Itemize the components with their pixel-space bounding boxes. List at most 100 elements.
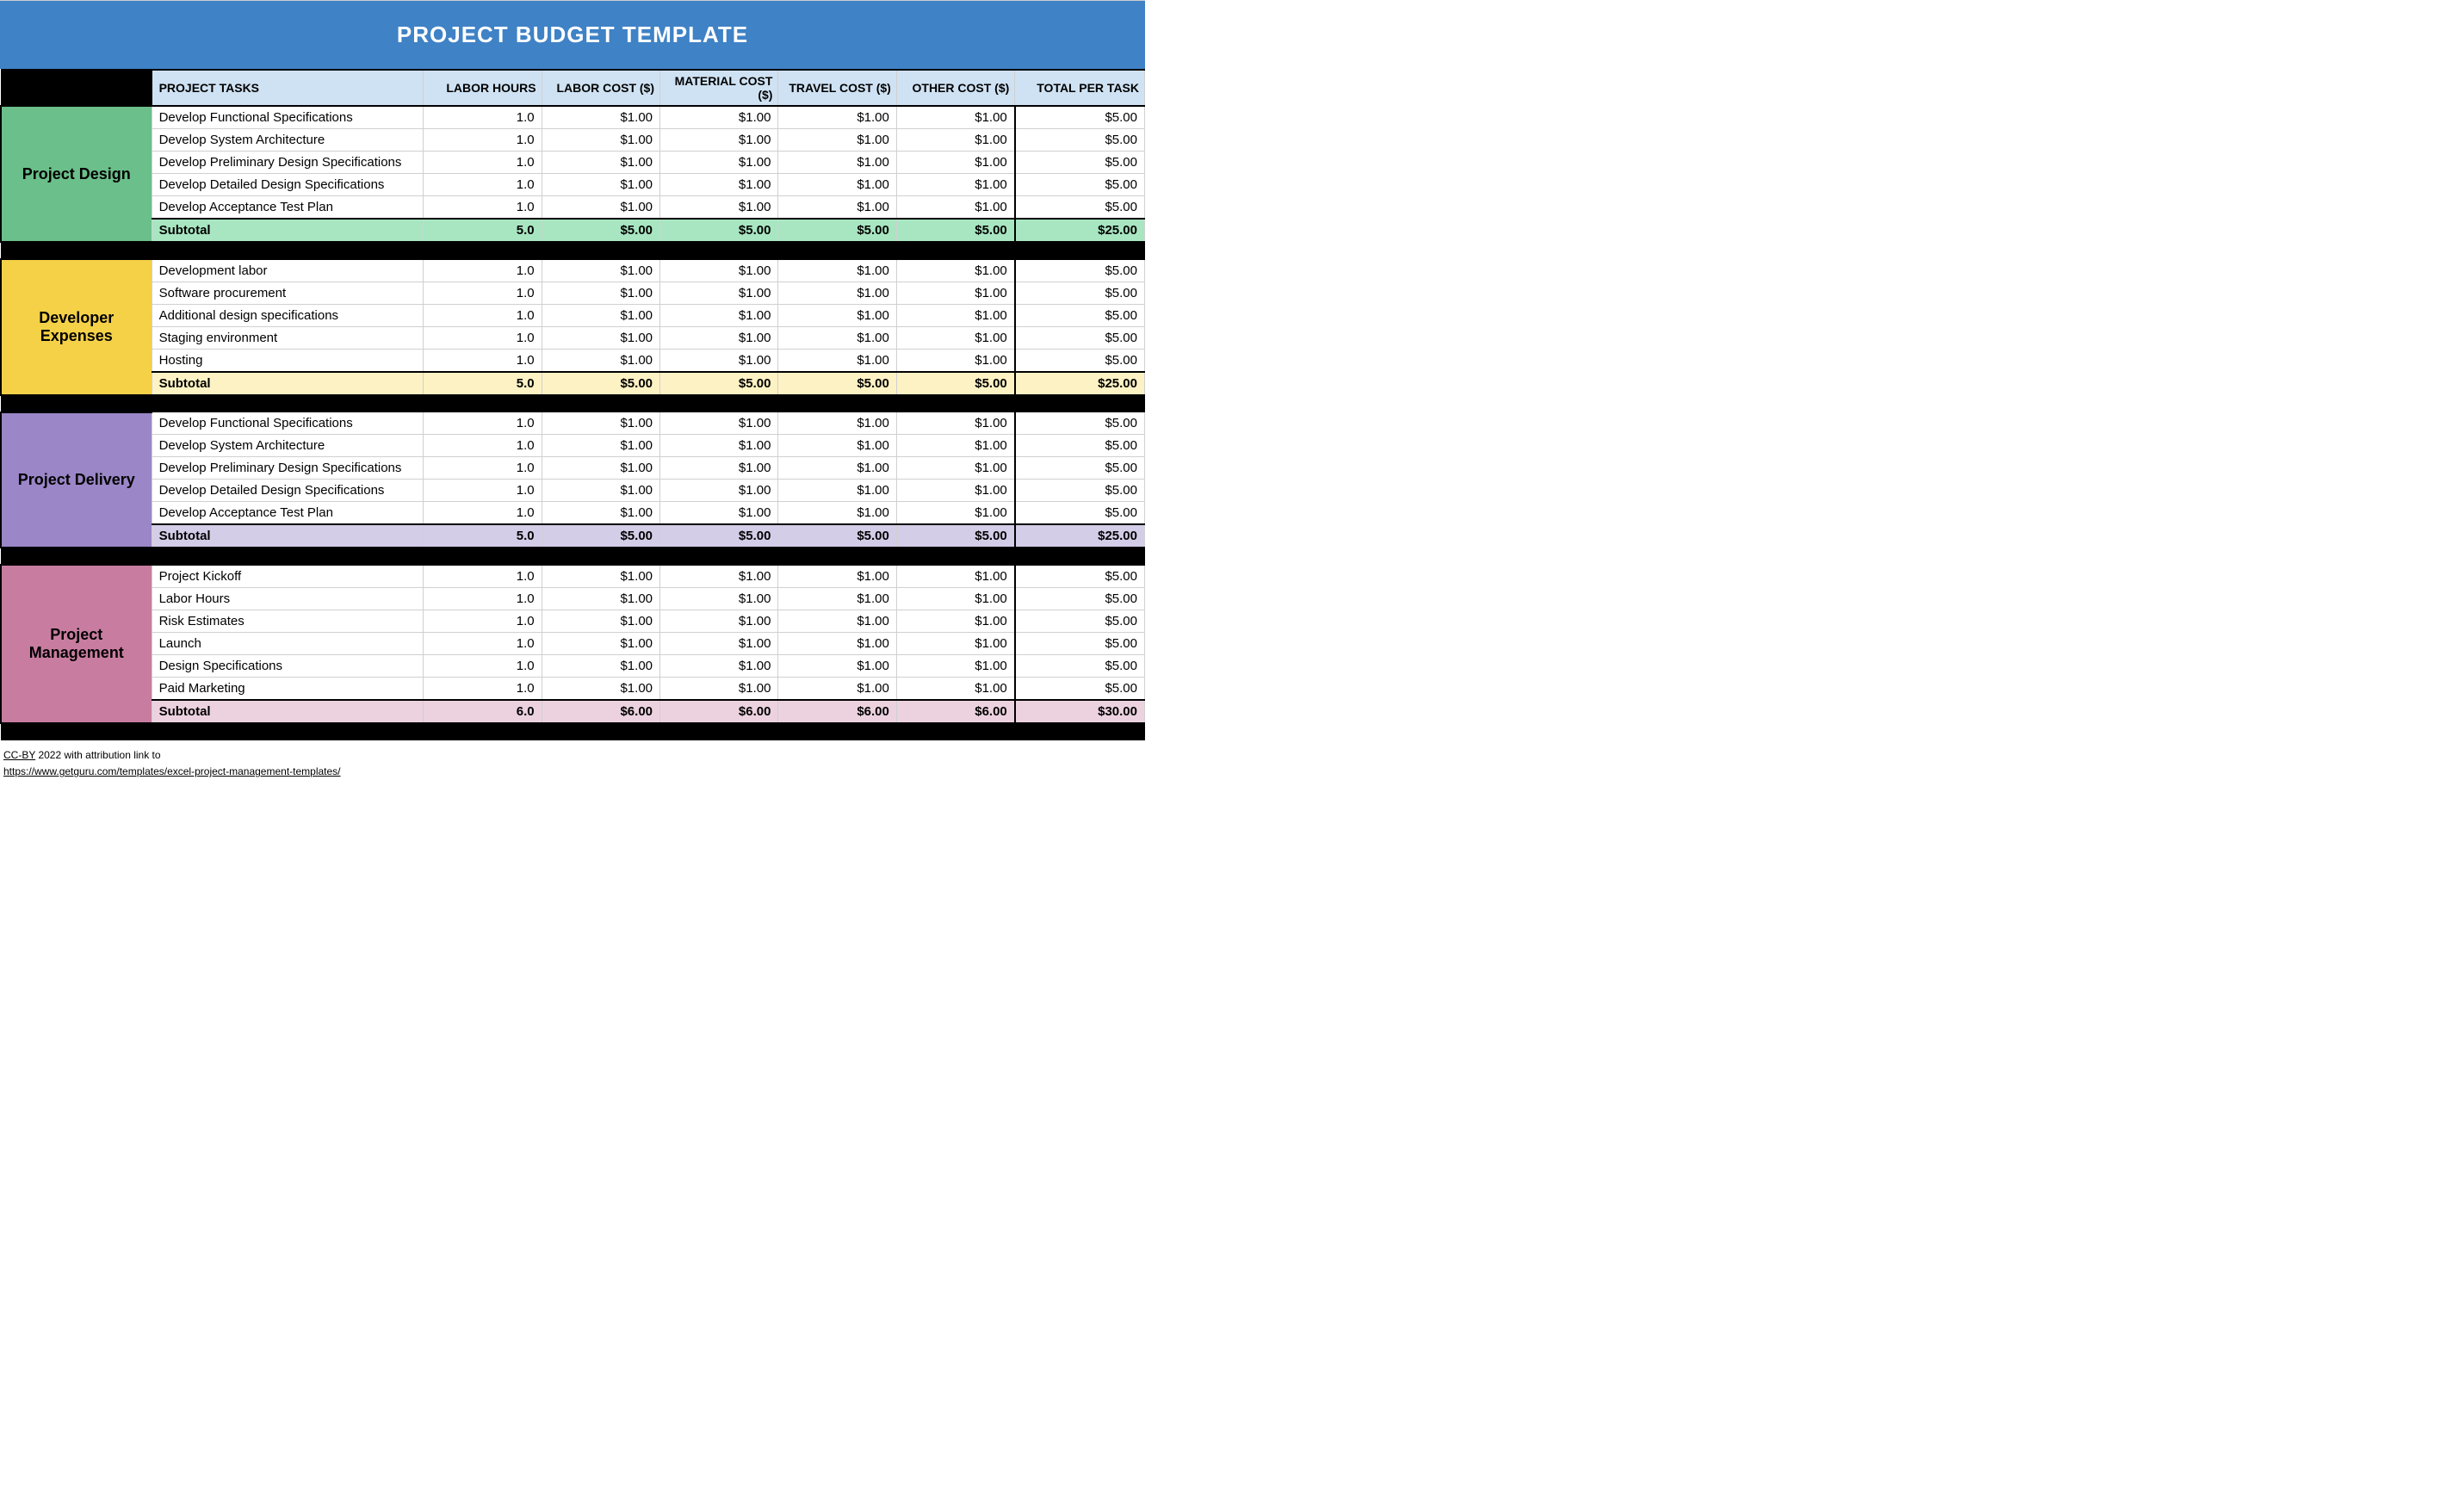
cell-labor[interactable]: $1.00 (542, 435, 659, 457)
task-name[interactable]: Develop Acceptance Test Plan (152, 502, 424, 525)
cell-other[interactable]: $1.00 (896, 457, 1014, 480)
cell-travel[interactable]: $1.00 (778, 129, 896, 152)
cell-travel[interactable]: $1.00 (778, 412, 896, 435)
cell-travel[interactable]: $1.00 (778, 304, 896, 326)
cell-total[interactable]: $5.00 (1015, 435, 1145, 457)
cell-material[interactable]: $1.00 (660, 259, 778, 282)
cell-total[interactable]: $5.00 (1015, 480, 1145, 502)
cell-travel[interactable]: $1.00 (778, 349, 896, 372)
cell-total[interactable]: $5.00 (1015, 349, 1145, 372)
cell-material[interactable]: $1.00 (660, 304, 778, 326)
cell-total[interactable]: $5.00 (1015, 174, 1145, 196)
cell-labor[interactable]: $1.00 (542, 349, 659, 372)
cell-material[interactable]: $1.00 (660, 152, 778, 174)
cell-labor[interactable]: $1.00 (542, 610, 659, 632)
cell-other[interactable]: $1.00 (896, 129, 1014, 152)
cell-other[interactable]: $1.00 (896, 259, 1014, 282)
task-name[interactable]: Develop Functional Specifications (152, 106, 424, 129)
cell-hours[interactable]: 1.0 (424, 282, 542, 304)
cell-hours[interactable]: 1.0 (424, 326, 542, 349)
cell-labor[interactable]: $1.00 (542, 304, 659, 326)
cell-hours[interactable]: 1.0 (424, 677, 542, 700)
cell-total[interactable]: $5.00 (1015, 587, 1145, 610)
cell-hours[interactable]: 1.0 (424, 304, 542, 326)
cell-hours[interactable]: 1.0 (424, 259, 542, 282)
cell-total[interactable]: $5.00 (1015, 565, 1145, 587)
cell-hours[interactable]: 1.0 (424, 654, 542, 677)
cell-travel[interactable]: $1.00 (778, 502, 896, 525)
cell-total[interactable]: $5.00 (1015, 326, 1145, 349)
cell-labor[interactable]: $1.00 (542, 152, 659, 174)
cell-labor[interactable]: $1.00 (542, 129, 659, 152)
cell-hours[interactable]: 1.0 (424, 129, 542, 152)
cell-labor[interactable]: $1.00 (542, 480, 659, 502)
cell-other[interactable]: $1.00 (896, 174, 1014, 196)
cell-total[interactable]: $5.00 (1015, 259, 1145, 282)
cell-hours[interactable]: 1.0 (424, 174, 542, 196)
cell-hours[interactable]: 1.0 (424, 106, 542, 129)
cell-material[interactable]: $1.00 (660, 565, 778, 587)
cell-travel[interactable]: $1.00 (778, 480, 896, 502)
task-name[interactable]: Launch (152, 632, 424, 654)
cell-travel[interactable]: $1.00 (778, 174, 896, 196)
cell-labor[interactable]: $1.00 (542, 677, 659, 700)
cell-labor[interactable]: $1.00 (542, 412, 659, 435)
task-name[interactable]: Hosting (152, 349, 424, 372)
cell-travel[interactable]: $1.00 (778, 326, 896, 349)
cell-material[interactable]: $1.00 (660, 326, 778, 349)
cell-material[interactable]: $1.00 (660, 480, 778, 502)
cell-hours[interactable]: 1.0 (424, 152, 542, 174)
task-name[interactable]: Development labor (152, 259, 424, 282)
cell-travel[interactable]: $1.00 (778, 610, 896, 632)
task-name[interactable]: Develop System Architecture (152, 129, 424, 152)
cell-travel[interactable]: $1.00 (778, 587, 896, 610)
cell-material[interactable]: $1.00 (660, 632, 778, 654)
task-name[interactable]: Develop Functional Specifications (152, 412, 424, 435)
cell-other[interactable]: $1.00 (896, 196, 1014, 220)
task-name[interactable]: Develop Preliminary Design Specification… (152, 152, 424, 174)
cell-material[interactable]: $1.00 (660, 349, 778, 372)
cell-hours[interactable]: 1.0 (424, 565, 542, 587)
task-name[interactable]: Staging environment (152, 326, 424, 349)
cell-labor[interactable]: $1.00 (542, 565, 659, 587)
cell-other[interactable]: $1.00 (896, 435, 1014, 457)
cell-travel[interactable]: $1.00 (778, 677, 896, 700)
cell-travel[interactable]: $1.00 (778, 565, 896, 587)
cell-travel[interactable]: $1.00 (778, 282, 896, 304)
cell-hours[interactable]: 1.0 (424, 587, 542, 610)
cell-material[interactable]: $1.00 (660, 502, 778, 525)
task-name[interactable]: Additional design specifications (152, 304, 424, 326)
cell-other[interactable]: $1.00 (896, 632, 1014, 654)
cell-labor[interactable]: $1.00 (542, 282, 659, 304)
cell-travel[interactable]: $1.00 (778, 196, 896, 220)
cell-other[interactable]: $1.00 (896, 654, 1014, 677)
cell-other[interactable]: $1.00 (896, 677, 1014, 700)
cell-material[interactable]: $1.00 (660, 282, 778, 304)
cell-travel[interactable]: $1.00 (778, 632, 896, 654)
task-name[interactable]: Risk Estimates (152, 610, 424, 632)
task-name[interactable]: Design Specifications (152, 654, 424, 677)
cell-hours[interactable]: 1.0 (424, 435, 542, 457)
cell-other[interactable]: $1.00 (896, 412, 1014, 435)
cell-labor[interactable]: $1.00 (542, 587, 659, 610)
cell-other[interactable]: $1.00 (896, 152, 1014, 174)
cell-hours[interactable]: 1.0 (424, 502, 542, 525)
cell-hours[interactable]: 1.0 (424, 412, 542, 435)
cell-material[interactable]: $1.00 (660, 654, 778, 677)
cell-travel[interactable]: $1.00 (778, 654, 896, 677)
cell-material[interactable]: $1.00 (660, 106, 778, 129)
cell-total[interactable]: $5.00 (1015, 304, 1145, 326)
cell-total[interactable]: $5.00 (1015, 457, 1145, 480)
cell-hours[interactable]: 1.0 (424, 480, 542, 502)
cell-total[interactable]: $5.00 (1015, 632, 1145, 654)
cell-material[interactable]: $1.00 (660, 174, 778, 196)
cell-labor[interactable]: $1.00 (542, 106, 659, 129)
cell-total[interactable]: $5.00 (1015, 129, 1145, 152)
cell-travel[interactable]: $1.00 (778, 457, 896, 480)
task-name[interactable]: Project Kickoff (152, 565, 424, 587)
cell-hours[interactable]: 1.0 (424, 349, 542, 372)
cell-material[interactable]: $1.00 (660, 129, 778, 152)
task-name[interactable]: Develop Preliminary Design Specification… (152, 457, 424, 480)
cell-hours[interactable]: 1.0 (424, 196, 542, 220)
cell-labor[interactable]: $1.00 (542, 259, 659, 282)
